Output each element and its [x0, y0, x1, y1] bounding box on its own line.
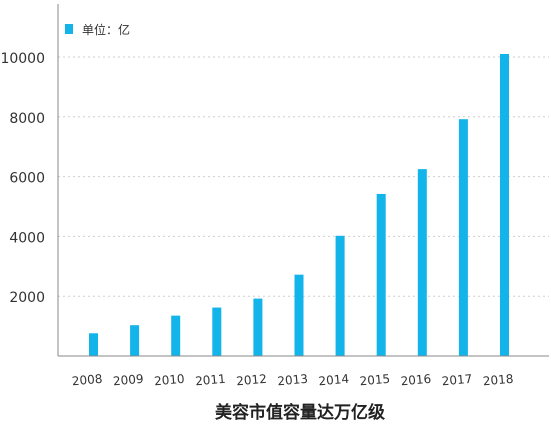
bar-2018 — [500, 54, 509, 356]
x-tick-label: 2018 — [482, 372, 514, 389]
bar-2013 — [294, 274, 304, 356]
y-tick-labels: 2000 4000 6000 8000 10000 — [0, 51, 45, 306]
y-tick-label: 2000 — [9, 290, 45, 306]
y-tick-label: 4000 — [9, 230, 45, 246]
x-tick-label: 2015 — [359, 372, 391, 389]
legend: 单位：亿 — [65, 22, 130, 37]
bar-2011 — [212, 307, 222, 356]
bar-2016 — [417, 169, 427, 356]
x-tick-label: 2012 — [236, 372, 268, 389]
x-tick-labels: 2008 2009 2010 2011 2012 2013 2014 2015 2016 2017… — [71, 372, 514, 389]
y-tick-label: 10000 — [0, 51, 45, 67]
bar-2017 — [458, 119, 468, 356]
x-tick-label: 2008 — [71, 372, 103, 389]
x-tick-label: 2016 — [400, 372, 432, 389]
chart-title: 美容市值容量达万亿级 — [215, 402, 385, 423]
y-tick-label: 6000 — [9, 171, 45, 187]
x-tick-label: 2017 — [441, 372, 473, 389]
x-tick-label: 2010 — [154, 372, 186, 389]
grid-lines — [58, 56, 549, 297]
axes — [57, 4, 549, 357]
y-tick-label: 8000 — [9, 111, 45, 127]
x-tick-label: 2013 — [277, 372, 309, 389]
bar-2008 — [89, 333, 98, 356]
x-tick-label: 2009 — [112, 372, 144, 389]
bar-2012 — [253, 298, 263, 356]
x-tick-label: 2011 — [195, 372, 227, 389]
legend-label: 单位：亿 — [82, 22, 130, 37]
bar-2009 — [130, 325, 140, 356]
bar-2014 — [335, 235, 345, 356]
legend-swatch — [65, 24, 73, 34]
bars — [89, 54, 509, 356]
bar-2010 — [171, 315, 181, 356]
bar-2015 — [376, 193, 386, 356]
x-tick-label: 2014 — [318, 372, 350, 389]
